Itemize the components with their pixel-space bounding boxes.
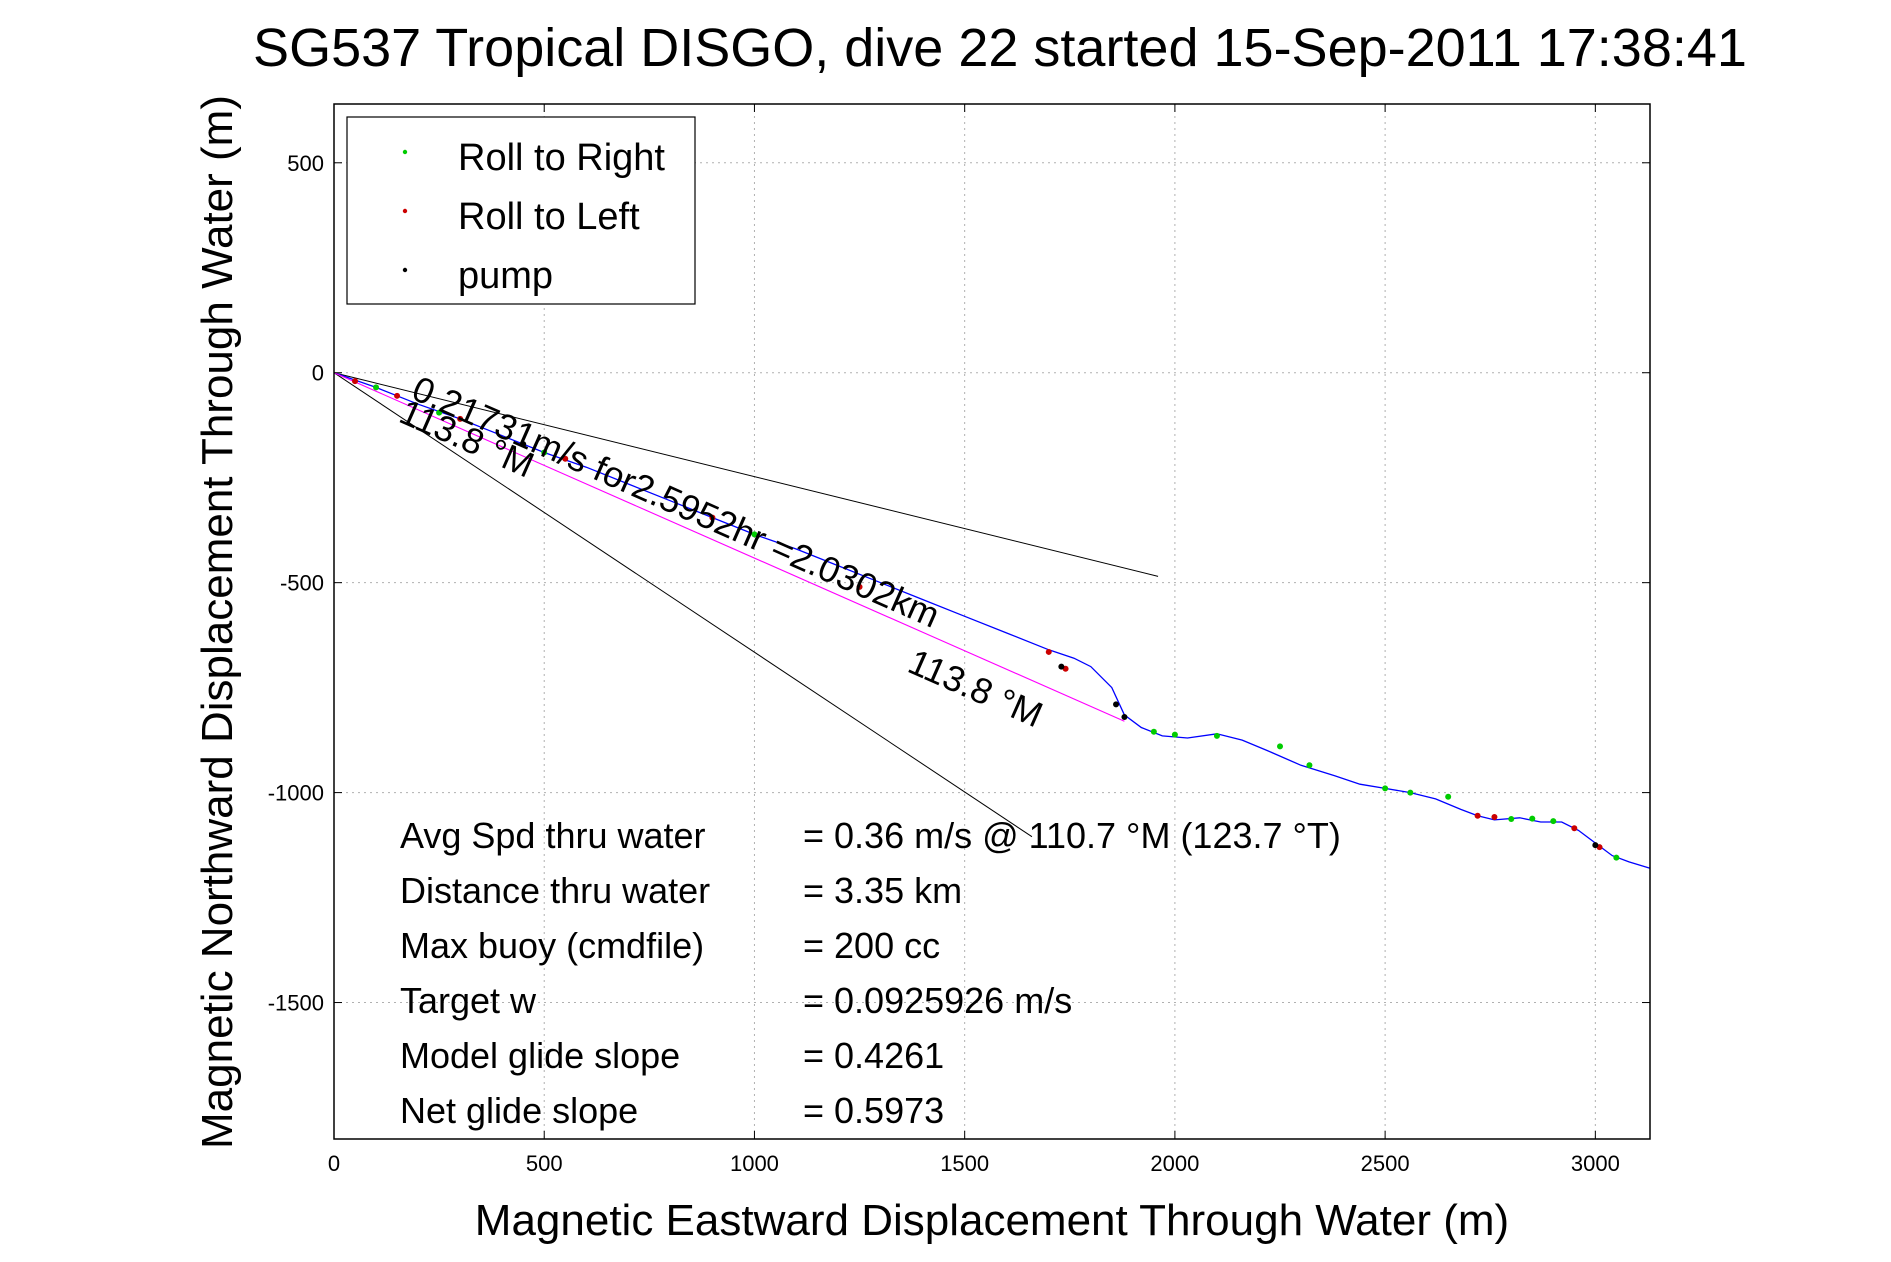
roll-right-point bbox=[1306, 762, 1313, 769]
chart-title: SG537 Tropical DISGO, dive 22 started 15… bbox=[253, 18, 1747, 78]
roll-right-point bbox=[1407, 789, 1414, 796]
y-axis-ticks: 500 0 -500 -1000 -1500 bbox=[268, 151, 1650, 1016]
roll-right-point bbox=[1150, 728, 1157, 735]
legend-label-roll-right: Roll to Right bbox=[458, 137, 665, 179]
x-tick-label: 2500 bbox=[1361, 1151, 1410, 1176]
pump-point bbox=[520, 441, 527, 448]
x-tick-label: 1500 bbox=[940, 1151, 989, 1176]
stat-label: Max buoy (cmdfile) bbox=[400, 925, 704, 966]
reference-lines bbox=[333, 372, 1159, 838]
roll-right-point bbox=[541, 449, 548, 456]
x-tick-label: 2000 bbox=[1150, 1151, 1199, 1176]
stat-value: = 200 cc bbox=[803, 925, 940, 966]
roll-left-point bbox=[709, 514, 716, 521]
y-tick-label: -1000 bbox=[268, 781, 324, 806]
series-layer bbox=[333, 372, 1651, 869]
y-tick-label: -500 bbox=[280, 571, 324, 596]
y-axis-label: Magnetic Northward Displacement Through … bbox=[193, 95, 242, 1149]
stat-value: = 0.4261 bbox=[803, 1035, 944, 1076]
roll-left-point bbox=[394, 392, 401, 399]
x-tick-label: 3000 bbox=[1571, 1151, 1620, 1176]
legend-marker-roll-right bbox=[402, 149, 408, 155]
stat-label: Avg Spd thru water bbox=[400, 815, 706, 856]
roll-right-point bbox=[1508, 816, 1515, 823]
roll-right-point bbox=[1445, 793, 1452, 800]
stat-value: = 0.36 m/s @ 110.7 °M (123.7 °T) bbox=[803, 815, 1341, 856]
roll-left-point bbox=[1571, 825, 1578, 832]
stat-value: = 3.35 km bbox=[803, 870, 962, 911]
roll-left-point bbox=[1045, 648, 1052, 655]
heading-reference-line bbox=[333, 372, 1033, 838]
roll-right-point bbox=[1171, 731, 1178, 738]
roll-right-point bbox=[1213, 732, 1220, 739]
roll-left-point bbox=[856, 583, 863, 590]
x-axis-ticks: 0 500 1000 1500 2000 2500 3000 bbox=[328, 104, 1620, 1176]
legend-entry-roll-left: Roll to Left bbox=[402, 196, 640, 238]
x-tick-label: 1000 bbox=[730, 1151, 779, 1176]
pump-point bbox=[1058, 663, 1065, 670]
roll-right-point bbox=[1382, 785, 1389, 792]
roll-right-point bbox=[751, 531, 758, 538]
roll-right-point bbox=[373, 384, 380, 391]
legend-label-pump: pump bbox=[458, 255, 553, 297]
stat-label: Net glide slope bbox=[400, 1090, 638, 1131]
legend-marker-roll-left bbox=[402, 208, 408, 214]
plot-frame bbox=[333, 103, 1651, 1140]
pump-point bbox=[1113, 701, 1120, 708]
legend-entry-roll-right: Roll to Right bbox=[402, 137, 665, 179]
vector-fit-line bbox=[333, 372, 1125, 722]
roll-right-point bbox=[436, 409, 443, 416]
heading-reference-line bbox=[333, 372, 1159, 577]
roll-left-point bbox=[1474, 812, 1481, 819]
legend-label-roll-left: Roll to Left bbox=[458, 196, 640, 238]
roll-left-point bbox=[352, 378, 359, 385]
roll-right-point bbox=[1613, 854, 1620, 861]
x-tick-label: 0 bbox=[328, 1151, 340, 1176]
roll-left-point bbox=[562, 455, 569, 462]
stats-box: Avg Spd thru water = 0.36 m/s @ 110.7 °M … bbox=[400, 815, 1341, 1131]
pump-point bbox=[1592, 842, 1599, 849]
roll-left-point bbox=[1491, 813, 1498, 820]
legend: Roll to Right Roll to Left pump bbox=[346, 116, 696, 305]
roll-right-point bbox=[1529, 815, 1536, 822]
stat-label: Target w bbox=[400, 980, 537, 1021]
y-tick-label: -1500 bbox=[268, 991, 324, 1016]
y-tick-label: 500 bbox=[287, 151, 324, 176]
pump-point bbox=[1121, 714, 1128, 721]
roll-left-point bbox=[457, 415, 464, 422]
stat-label: Model glide slope bbox=[400, 1035, 680, 1076]
y-tick-label: 0 bbox=[312, 361, 324, 386]
stat-label: Distance thru water bbox=[400, 870, 710, 911]
roll-right-point bbox=[1550, 818, 1557, 825]
roll-right-point bbox=[1277, 743, 1284, 750]
x-axis-label: Magnetic Eastward Displacement Through W… bbox=[475, 1196, 1509, 1245]
legend-marker-pump bbox=[402, 267, 408, 273]
stat-value: = 0.5973 bbox=[803, 1090, 944, 1131]
stat-value: = 0.0925926 m/s bbox=[803, 980, 1072, 1021]
x-tick-label: 500 bbox=[526, 1151, 563, 1176]
legend-entry-pump: pump bbox=[402, 255, 553, 297]
